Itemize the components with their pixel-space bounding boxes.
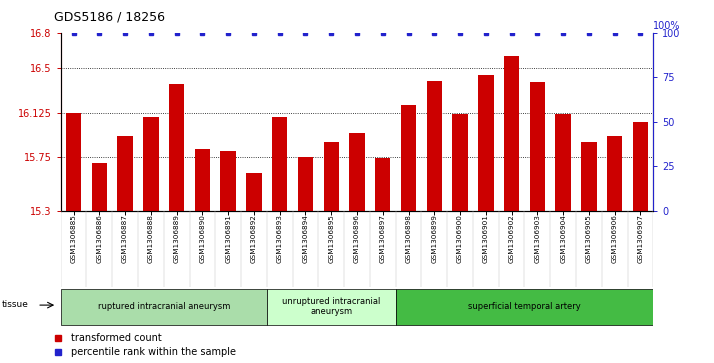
Bar: [195, 149, 210, 211]
Text: GSM1306897: GSM1306897: [380, 214, 386, 263]
Bar: [633, 122, 648, 211]
Bar: [401, 105, 416, 211]
Bar: [504, 56, 519, 211]
Text: GSM1306902: GSM1306902: [508, 214, 515, 263]
Text: GSM1306900: GSM1306900: [457, 214, 463, 263]
Bar: [581, 142, 597, 211]
Text: percentile rank within the sample: percentile rank within the sample: [71, 347, 236, 357]
Text: GSM1306904: GSM1306904: [560, 214, 566, 263]
Bar: [349, 134, 365, 211]
Text: GSM1306892: GSM1306892: [251, 214, 257, 263]
Bar: [323, 142, 339, 211]
Text: GSM1306905: GSM1306905: [586, 214, 592, 263]
Text: GSM1306894: GSM1306894: [303, 214, 308, 263]
Text: GSM1306896: GSM1306896: [354, 214, 360, 263]
Text: GDS5186 / 18256: GDS5186 / 18256: [54, 11, 164, 24]
Bar: [143, 117, 159, 211]
Bar: [66, 113, 81, 211]
Text: GSM1306901: GSM1306901: [483, 214, 489, 263]
Bar: [375, 158, 391, 211]
Bar: [267, 289, 396, 325]
Bar: [298, 157, 313, 211]
Text: GSM1306906: GSM1306906: [612, 214, 618, 263]
Text: GSM1306903: GSM1306903: [534, 214, 540, 263]
Text: GSM1306886: GSM1306886: [96, 214, 102, 263]
Bar: [555, 114, 571, 211]
Bar: [91, 163, 107, 211]
Bar: [169, 83, 184, 211]
Text: GSM1306891: GSM1306891: [225, 214, 231, 263]
Text: superficial temporal artery: superficial temporal artery: [468, 302, 581, 311]
Text: GSM1306889: GSM1306889: [174, 214, 180, 263]
Bar: [61, 289, 267, 325]
Text: ruptured intracranial aneurysm: ruptured intracranial aneurysm: [98, 302, 230, 311]
Text: unruptured intracranial
aneurysm: unruptured intracranial aneurysm: [282, 297, 381, 317]
Text: tissue: tissue: [2, 300, 29, 309]
Bar: [246, 172, 261, 211]
Bar: [478, 76, 493, 211]
Text: GSM1306898: GSM1306898: [406, 214, 411, 263]
Text: GSM1306890: GSM1306890: [199, 214, 206, 263]
Text: GSM1306885: GSM1306885: [71, 214, 76, 263]
Text: GSM1306895: GSM1306895: [328, 214, 334, 263]
Text: GSM1306899: GSM1306899: [431, 214, 437, 263]
Bar: [117, 136, 133, 211]
Bar: [453, 114, 468, 211]
Bar: [396, 289, 653, 325]
Text: GSM1306893: GSM1306893: [277, 214, 283, 263]
Bar: [221, 151, 236, 211]
Text: GSM1306907: GSM1306907: [638, 214, 643, 263]
Bar: [530, 82, 545, 211]
Bar: [607, 136, 623, 211]
Text: GSM1306887: GSM1306887: [122, 214, 128, 263]
Bar: [426, 81, 442, 211]
Text: GSM1306888: GSM1306888: [148, 214, 154, 263]
Bar: [272, 117, 288, 211]
Text: 100%: 100%: [653, 21, 681, 31]
Text: transformed count: transformed count: [71, 333, 161, 343]
